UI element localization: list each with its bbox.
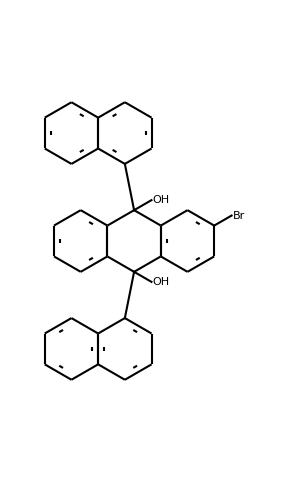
Text: OH: OH <box>152 277 170 287</box>
Text: OH: OH <box>152 195 170 205</box>
Text: Br: Br <box>233 211 245 221</box>
